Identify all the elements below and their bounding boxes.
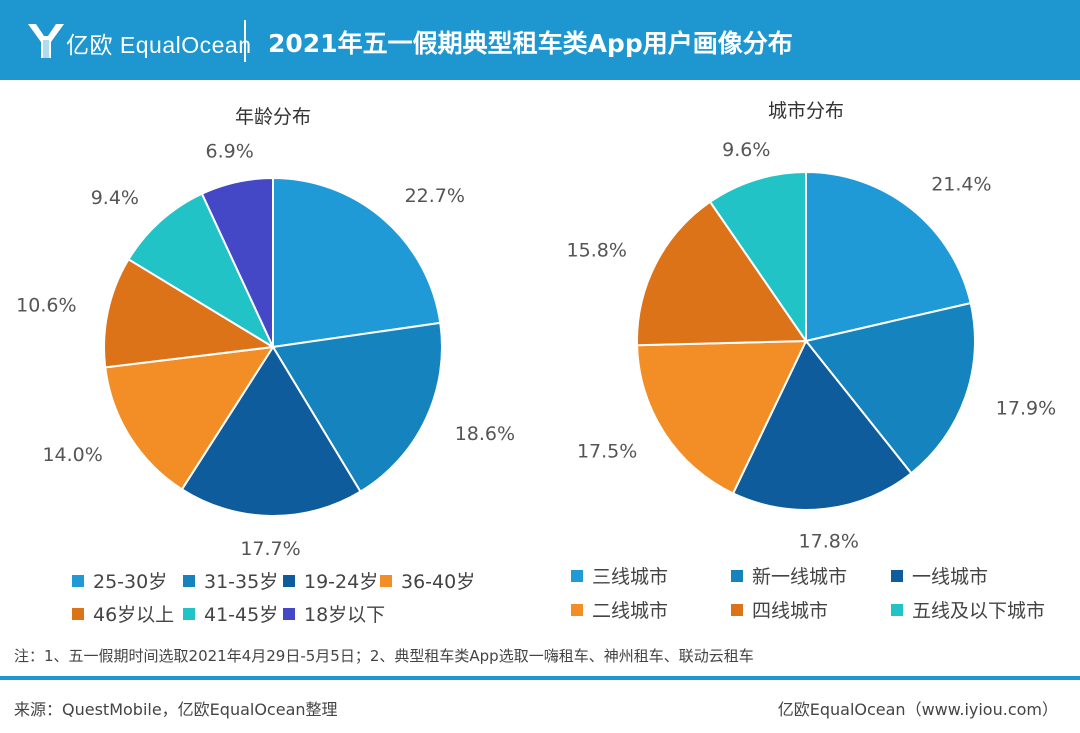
legend-item: 三线城市: [571, 562, 668, 589]
legend-label: 18岁以下: [304, 604, 386, 626]
age-pie-slice: [200, 176, 274, 348]
legend-swatch: [731, 603, 743, 616]
legend-item: 31-35岁: [183, 567, 278, 594]
pie-charts: 年龄分布 22.7% 18.6% 17.7% 14.0% 10.6% 9.4% 6.9% 城市分…: [16, 100, 1056, 560]
city-data-label: 15.8%: [567, 240, 627, 262]
legend-item: 四线城市: [731, 596, 828, 623]
city-pie-slice: [804, 301, 976, 475]
legend-label: 新一线城市: [752, 566, 848, 588]
legend-label: 19-24岁: [304, 571, 379, 593]
age-pie-slice: [104, 345, 275, 491]
legend-swatch: [731, 569, 743, 582]
credit-text: 亿欧EqualOcean（www.iyiou.com）: [777, 700, 1058, 719]
legend-swatch: [571, 603, 583, 616]
city-chart-title: 城市分布: [768, 100, 844, 122]
legend-item: 46岁以上: [72, 600, 174, 627]
age-data-label: 6.9%: [206, 141, 254, 163]
legend-swatch: [380, 574, 392, 587]
legend-swatch: [183, 607, 195, 620]
legend-swatch: [891, 603, 903, 616]
age-pie-slice: [272, 176, 442, 349]
city-pie-slice: [708, 170, 807, 345]
city-pie-slice: [636, 200, 808, 347]
age-pie-slice: [103, 257, 276, 369]
legend-swatch: [72, 574, 84, 587]
age-data-label: 10.6%: [16, 295, 76, 317]
page-title: 2021年五一假期典型租车类App用户画像分布: [268, 29, 793, 58]
footer-divider: [0, 676, 1080, 680]
legend-label: 二线城市: [592, 600, 669, 622]
legend-label: 三线城市: [592, 566, 669, 588]
city-data-label: 9.6%: [722, 139, 770, 161]
city-pie-slice: [805, 170, 972, 343]
legend-item: 五线及以下城市: [891, 596, 1045, 623]
legend-swatch: [183, 574, 195, 587]
city-pie-slice: [731, 339, 913, 511]
legend-swatch: [283, 607, 295, 620]
brand-logo-text: 亿欧 EqualOcean: [66, 32, 252, 58]
legend-item: 二线城市: [571, 596, 668, 623]
legend-item: 19-24岁: [283, 567, 378, 594]
legend-label: 25-30岁: [93, 571, 168, 593]
age-data-label: 9.4%: [91, 187, 139, 209]
city-data-label: 17.5%: [577, 440, 637, 462]
legend-swatch: [72, 607, 84, 620]
legend-item: 36-40岁: [380, 567, 475, 594]
age-pie-slice: [127, 192, 276, 350]
age-pie-slice: [180, 345, 362, 517]
legend-swatch: [283, 574, 295, 587]
age-data-label: 22.7%: [405, 185, 465, 207]
age-chart-title: 年龄分布: [235, 106, 311, 128]
city-pie-slice: [636, 339, 808, 495]
age-pie-slice: [271, 321, 443, 493]
legend-item: 18岁以下: [283, 600, 385, 627]
age-data-label: 18.6%: [455, 423, 515, 445]
legend-label: 五线及以下城市: [912, 600, 1046, 622]
header-bar: 亿欧 EqualOcean 2021年五一假期典型租车类App用户画像分布: [0, 0, 1080, 80]
header-divider: [244, 20, 246, 62]
legend-swatch: [891, 569, 903, 582]
city-data-label: 21.4%: [931, 174, 991, 196]
legend-label: 四线城市: [752, 600, 829, 622]
age-data-label: 17.7%: [240, 538, 300, 560]
source-text: 来源：QuestMobile，亿欧EqualOcean整理: [14, 700, 338, 719]
legend-label: 一线城市: [912, 566, 989, 588]
legend-item: 新一线城市: [731, 562, 847, 589]
legend-label: 46岁以上: [93, 604, 175, 626]
legend-label: 31-35岁: [204, 571, 279, 593]
legend-item: 25-30岁: [72, 567, 167, 594]
legend-swatch: [571, 569, 583, 582]
age-data-label: 14.0%: [42, 444, 102, 466]
legend-label: 41-45岁: [204, 604, 279, 626]
city-data-label: 17.9%: [996, 397, 1056, 419]
city-data-label: 17.8%: [799, 531, 859, 553]
footnote: 注：1、五一假期时间选取2021年4月29日-5月5日；2、典型租车类App选取…: [14, 647, 754, 665]
legend-item: 一线城市: [891, 562, 988, 589]
legend-label: 36-40岁: [401, 571, 476, 593]
equalocean-logo-icon: [28, 24, 64, 58]
legend-item: 41-45岁: [183, 600, 278, 627]
